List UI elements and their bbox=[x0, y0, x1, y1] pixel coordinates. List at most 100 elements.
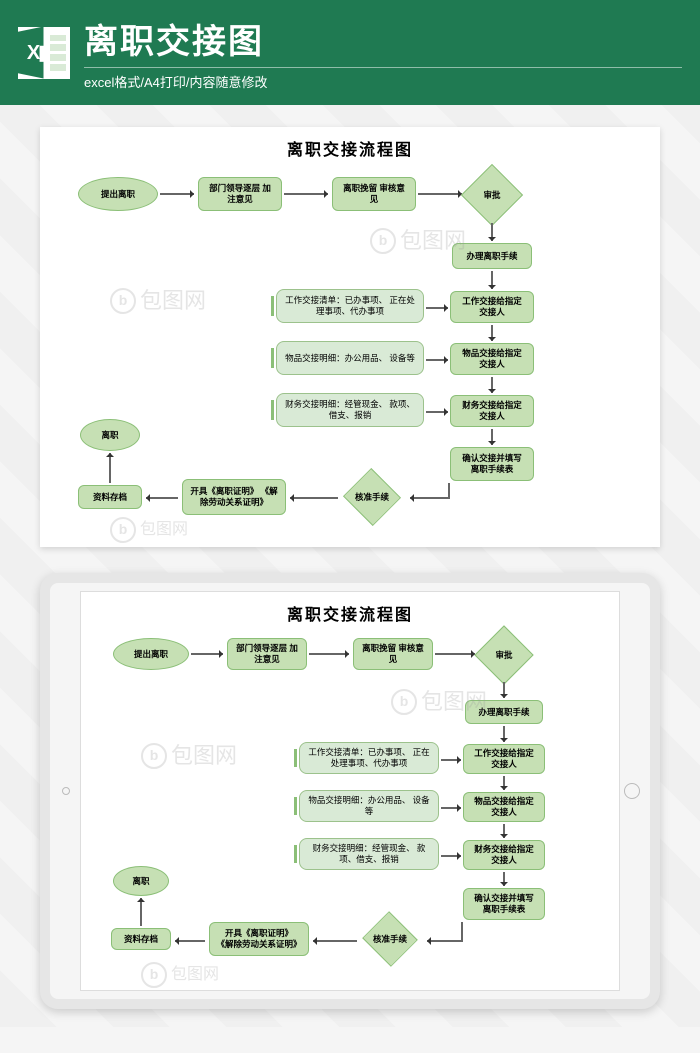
node-label: 核准手续 bbox=[355, 492, 389, 503]
arrow bbox=[160, 193, 194, 195]
arrow bbox=[491, 271, 493, 289]
node-cert: 开具《离职证明》 《解除劳动关系证明》 bbox=[182, 479, 286, 515]
node-label: 物品交接给指定 交接人 bbox=[470, 796, 538, 817]
node-label: 离职 bbox=[132, 876, 149, 887]
node-work-hand: 工作交接给指定 交接人 bbox=[463, 744, 545, 774]
node-end: 离职 bbox=[80, 419, 140, 451]
node-label: 确认交接并填写 离职手续表 bbox=[457, 453, 527, 474]
node-label: 离职 bbox=[101, 430, 118, 441]
preview-wrap: 离职交接流程图 提出离职 部门领导逐层 加注意见 离职挽留 审核意见 审批 办理… bbox=[0, 105, 700, 1027]
arrow bbox=[503, 824, 505, 838]
arrow bbox=[503, 776, 505, 790]
tablet-frame: 离职交接流程图 提出离职 部门领导逐层 加注意见 离职挽留 审核意见 审批 办理… bbox=[40, 573, 660, 1009]
flow-title: 离职交接流程图 bbox=[81, 592, 619, 626]
node-label: 审批 bbox=[483, 190, 500, 201]
excel-icon-label: X▮ bbox=[27, 40, 47, 65]
node-label: 物品交接明细：办公用品、 设备等 bbox=[285, 353, 415, 364]
node-archive: 资料存档 bbox=[111, 928, 171, 950]
node-start: 提出离职 bbox=[78, 177, 158, 211]
arrow bbox=[175, 940, 205, 942]
node-label: 工作交接给指定 交接人 bbox=[457, 296, 527, 317]
flow-title: 离职交接流程图 bbox=[40, 127, 660, 161]
note-work: 工作交接清单：已办事项、 正在处理事项、代办事项 bbox=[299, 742, 439, 774]
flowchart: 离职交接流程图 提出离职 部门领导逐层 加注意见 离职挽留 审核意见 审批 办理… bbox=[81, 592, 619, 990]
node-dept-lead: 部门领导逐层 加注意见 bbox=[198, 177, 282, 211]
node-label: 财务交接给指定 交接人 bbox=[457, 400, 527, 421]
node-label: 部门领导逐层 加注意见 bbox=[205, 183, 275, 204]
node-label: 开具《离职证明》 《解除劳动关系证明》 bbox=[189, 486, 279, 507]
arrow bbox=[146, 497, 178, 499]
arrow bbox=[426, 359, 448, 361]
node-fin-hand: 财务交接给指定 交接人 bbox=[463, 840, 545, 870]
node-cert: 开具《离职证明》 《解除劳动关系证明》 bbox=[209, 922, 309, 956]
node-label: 离职挽留 审核意见 bbox=[339, 183, 409, 204]
arrow bbox=[418, 193, 462, 195]
node-label: 核准手续 bbox=[373, 934, 407, 945]
header-title: 离职交接图 bbox=[84, 14, 682, 63]
arrow bbox=[441, 807, 461, 809]
arrow bbox=[448, 483, 450, 499]
node-label: 工作交接清单：已办事项、 正在处理事项、代办事项 bbox=[283, 295, 417, 316]
node-label: 资料存档 bbox=[124, 934, 158, 945]
node-approve: 审批 bbox=[483, 634, 525, 676]
node-label: 物品交接给指定 交接人 bbox=[457, 348, 527, 369]
arrow bbox=[191, 653, 223, 655]
arrow bbox=[410, 497, 448, 499]
node-proc: 办理离职手续 bbox=[452, 243, 532, 269]
sheet-preview-2: 离职交接流程图 提出离职 部门领导逐层 加注意见 离职挽留 审核意见 审批 办理… bbox=[80, 591, 620, 991]
node-start: 提出离职 bbox=[113, 638, 189, 670]
node-archive: 资料存档 bbox=[78, 485, 142, 509]
node-check: 核准手续 bbox=[361, 920, 419, 958]
note-fin: 财务交接明细：经管现金、 款项、借支、报销 bbox=[299, 838, 439, 870]
node-label: 资料存档 bbox=[93, 492, 127, 503]
header-text: 离职交接图 excel格式/A4打印/内容随意修改 bbox=[84, 14, 682, 91]
watermark: 包图网 bbox=[141, 962, 219, 988]
node-label: 工作交接给指定 交接人 bbox=[470, 748, 538, 769]
arrow bbox=[491, 377, 493, 393]
watermark: 包图网 bbox=[141, 742, 237, 770]
node-label: 办理离职手续 bbox=[466, 251, 517, 262]
header-band: X▮ 离职交接图 excel格式/A4打印/内容随意修改 bbox=[0, 0, 700, 105]
node-end: 离职 bbox=[113, 866, 169, 896]
node-item-hand: 物品交接给指定 交接人 bbox=[450, 343, 534, 375]
note-fin: 财务交接明细：经管现金、 款项、借支、报销 bbox=[276, 393, 424, 427]
arrow bbox=[313, 940, 357, 942]
note-item: 物品交接明细：办公用品、 设备等 bbox=[276, 341, 424, 375]
node-label: 物品交接明细：办公用品、 设备等 bbox=[306, 795, 432, 816]
arrow bbox=[503, 726, 505, 742]
excel-icon: X▮ bbox=[18, 27, 70, 79]
arrow bbox=[426, 411, 448, 413]
arrow bbox=[309, 653, 349, 655]
node-label: 开具《离职证明》 《解除劳动关系证明》 bbox=[216, 928, 302, 949]
arrow bbox=[435, 653, 475, 655]
node-label: 确认交接并填写 离职手续表 bbox=[470, 893, 538, 914]
arrow bbox=[441, 855, 461, 857]
header-subtitle: excel格式/A4打印/内容随意修改 bbox=[84, 67, 682, 91]
node-check: 核准手续 bbox=[342, 477, 402, 517]
node-dept-lead: 部门领导逐层 加注意见 bbox=[227, 638, 307, 670]
arrow bbox=[503, 682, 505, 698]
node-approve: 审批 bbox=[470, 173, 514, 217]
arrow bbox=[441, 759, 461, 761]
node-label: 离职挽留 审核意见 bbox=[360, 643, 426, 664]
node-label: 审批 bbox=[495, 650, 512, 661]
node-confirm: 确认交接并填写 离职手续表 bbox=[450, 447, 534, 481]
arrow bbox=[491, 325, 493, 341]
flowchart: 离职交接流程图 提出离职 部门领导逐层 加注意见 离职挽留 审核意见 审批 办理… bbox=[40, 127, 660, 547]
node-retain: 离职挽留 审核意见 bbox=[332, 177, 416, 211]
node-label: 财务交接明细：经管现金、 款项、借支、报销 bbox=[283, 399, 417, 420]
arrow bbox=[426, 307, 448, 309]
arrow bbox=[140, 898, 142, 926]
arrow bbox=[427, 940, 461, 942]
node-label: 财务交接给指定 交接人 bbox=[470, 844, 538, 865]
node-label: 财务交接明细：经管现金、 款项、借支、报销 bbox=[306, 843, 432, 864]
arrow bbox=[284, 193, 328, 195]
node-label: 部门领导逐层 加注意见 bbox=[234, 643, 300, 664]
node-label: 提出离职 bbox=[101, 189, 135, 200]
arrow bbox=[491, 223, 493, 241]
arrow bbox=[290, 497, 338, 499]
node-work-hand: 工作交接给指定 交接人 bbox=[450, 291, 534, 323]
arrow bbox=[491, 429, 493, 445]
node-proc: 办理离职手续 bbox=[465, 700, 543, 724]
node-label: 办理离职手续 bbox=[478, 707, 529, 718]
